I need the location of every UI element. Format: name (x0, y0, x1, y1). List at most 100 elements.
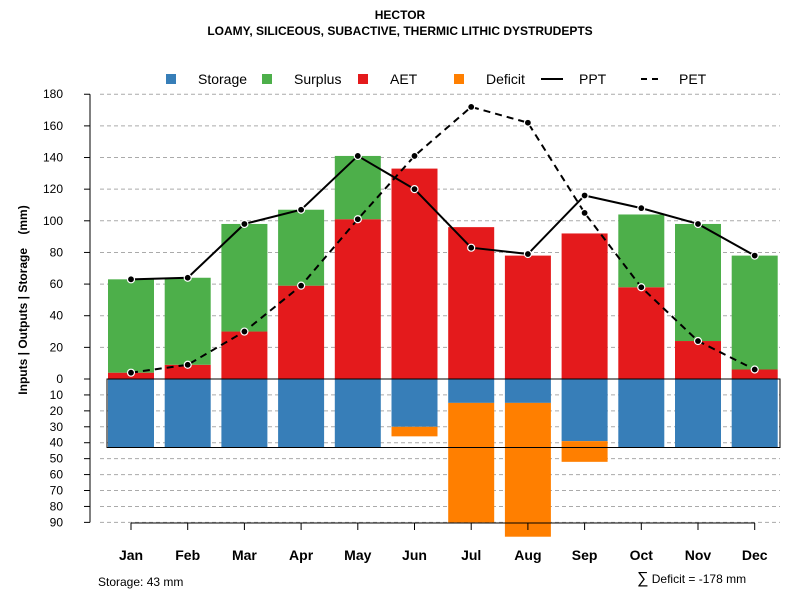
ppt-point (693, 219, 703, 229)
aet-bar (164, 364, 211, 379)
pet-point (183, 360, 192, 369)
aet-bar (391, 168, 438, 379)
legend-swatch-aet (358, 74, 368, 84)
surplus-bar (618, 214, 665, 288)
legend-label-ppt: PPT (579, 71, 607, 87)
storage-note: Storage: 43 mm (98, 575, 184, 589)
storage-bar (164, 379, 211, 448)
storage-bar (561, 379, 608, 442)
pet-point (750, 365, 759, 374)
deficit-bar (448, 402, 495, 523)
surplus-bar (334, 155, 381, 220)
y-tick-label: 180 (43, 87, 63, 101)
surplus-bar (731, 255, 778, 370)
aet-bar (334, 219, 381, 379)
ppt-point (467, 243, 476, 252)
y-tick-label: 40 (50, 436, 64, 450)
aet-bar (561, 233, 608, 379)
y-tick-label: 140 (43, 151, 63, 165)
ppt-point (410, 185, 419, 194)
ppt-point (523, 249, 533, 259)
x-tick-label: Feb (175, 547, 200, 563)
ppt-point (297, 205, 306, 214)
x-tick-label: Jul (461, 547, 481, 563)
pet-point (580, 208, 589, 217)
ppt-point (637, 204, 646, 213)
chart-subtitle: LOAMY, SILICEOUS, SUBACTIVE, THERMIC LIT… (207, 24, 593, 38)
x-tick-label: Aug (514, 547, 541, 563)
y-tick-label: 10 (50, 388, 64, 402)
legend-label-deficit: Deficit (486, 71, 525, 87)
y-tick-label: 0 (56, 372, 63, 386)
deficit-note: ∑ Deficit = -178 mm (637, 570, 757, 588)
legend-label-storage: Storage (198, 71, 247, 87)
y-tick-label: 160 (43, 119, 63, 133)
pet-point (467, 102, 476, 111)
ppt-point (126, 275, 136, 284)
aet-bar (618, 287, 665, 379)
storage-bar (448, 379, 495, 403)
legend-swatch-storage (166, 74, 176, 84)
y-tick-label: 50 (50, 452, 64, 466)
x-tick-label: May (344, 547, 371, 563)
pet-point (693, 336, 703, 346)
ppt-point (750, 251, 759, 260)
storage-bar (675, 379, 721, 448)
y-tick-label: 60 (50, 277, 64, 291)
y-tick-label: 30 (50, 420, 64, 434)
y-tick-label: 40 (50, 309, 64, 323)
pet-point (353, 215, 362, 224)
x-tick-label: Nov (685, 547, 712, 563)
legend-swatch-deficit (454, 74, 464, 84)
pet-point (126, 368, 136, 377)
y-tick-label: 80 (50, 245, 64, 259)
deficit-bar (391, 426, 438, 437)
storage-bar (334, 379, 381, 448)
ppt-point (183, 273, 192, 282)
ppt-line (130, 154, 756, 281)
storage-bar (108, 379, 154, 448)
storage-bar (618, 379, 665, 448)
aet-bar (731, 369, 778, 379)
y-tick-label: 120 (43, 182, 63, 196)
storage-bar (221, 379, 268, 448)
surplus-bar (278, 209, 325, 286)
y-tick-label: 20 (50, 404, 64, 418)
y-tick-label: 80 (50, 499, 64, 513)
x-tick-label: Dec (742, 547, 768, 563)
y-tick-label: 20 (50, 340, 64, 354)
ppt-point (240, 219, 249, 229)
pet-point (523, 118, 533, 127)
aet-bar (448, 227, 495, 379)
chart-title: HECTOR (374, 8, 426, 22)
x-tick-label: Apr (289, 547, 314, 563)
surplus-bar (108, 279, 154, 373)
surplus-bar (675, 223, 721, 342)
pet-point (410, 151, 419, 161)
sum-symbol: ∑ (637, 570, 649, 587)
storage-bar (391, 379, 438, 427)
aet-bar (278, 285, 325, 379)
legend-label-surplus: Surplus (294, 71, 341, 87)
surplus-bar (164, 277, 211, 365)
ppt-point (353, 151, 362, 161)
aet-bar (504, 255, 551, 379)
pet-point (637, 283, 646, 292)
legend-label-pet: PET (679, 71, 707, 87)
aet-bar (221, 331, 268, 379)
aet-bar (675, 341, 721, 379)
x-tick-label: Jan (119, 547, 143, 563)
y-tick-label: 60 (50, 468, 64, 482)
storage-bar (278, 379, 325, 448)
pet-point (297, 281, 306, 290)
deficit-bar (561, 441, 608, 462)
pet-line (130, 105, 756, 374)
y-axis-label: Inputs | Outputs | Storage (mm) (16, 205, 30, 394)
surplus-bar (221, 223, 268, 332)
pet-point (240, 327, 249, 336)
x-tick-label: Oct (630, 547, 654, 563)
y-tick-label: 90 (50, 515, 64, 529)
deficit-bar (504, 402, 551, 537)
x-tick-label: Jun (402, 547, 427, 563)
deficit-total: Deficit = -178 mm (651, 572, 747, 586)
